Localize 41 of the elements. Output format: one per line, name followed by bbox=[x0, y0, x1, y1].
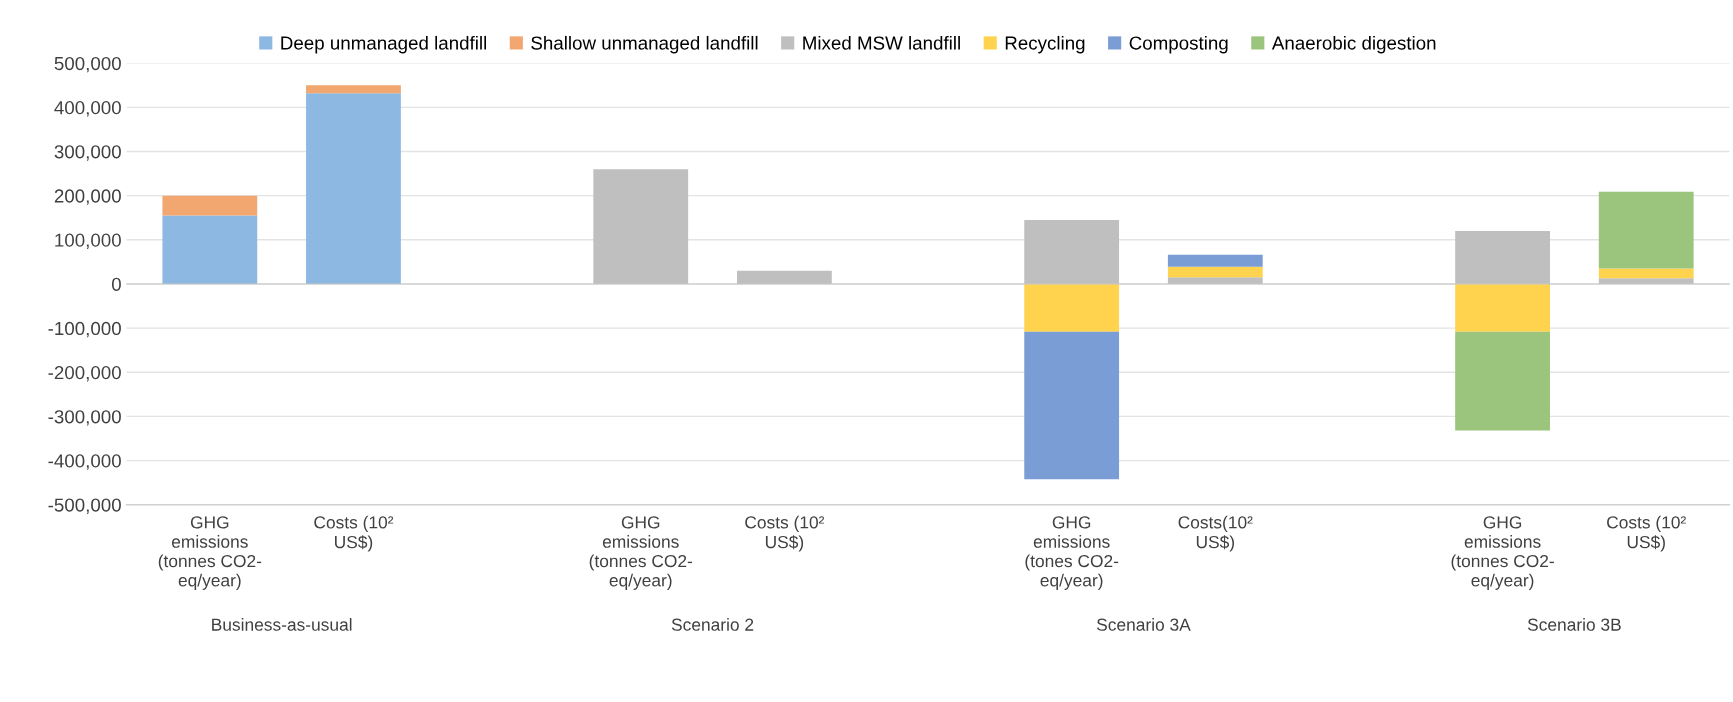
bar bbox=[306, 85, 401, 94]
bar bbox=[162, 215, 258, 284]
bar bbox=[1167, 254, 1263, 267]
y-tick-label: 100,000 bbox=[55, 233, 121, 249]
y-tick-label: 200,000 bbox=[54, 189, 121, 205]
x-tick-label: GHG emissions (tones CO2- eq/year) bbox=[1025, 516, 1119, 590]
y-tick-label: 0 bbox=[111, 277, 121, 291]
legend-label: Anaerobic digestion bbox=[1271, 35, 1436, 54]
bar bbox=[1024, 283, 1120, 332]
text: Scenario 2 bbox=[671, 618, 754, 631]
y-tick-label: 500,000 bbox=[54, 56, 121, 73]
legend-label: Shallow unmanaged landfill bbox=[531, 35, 758, 54]
y-tick-label: -300,000 bbox=[48, 410, 121, 426]
bar bbox=[1167, 266, 1263, 278]
legend-label: Composting bbox=[1129, 35, 1228, 54]
bar bbox=[1598, 268, 1694, 279]
legend-label: Deep unmanaged landfill bbox=[281, 35, 487, 54]
bar bbox=[1455, 331, 1550, 431]
x-tick-label: Costs(10² US$) bbox=[1178, 515, 1253, 552]
text: Business-as-usual bbox=[212, 618, 352, 631]
legend-label: Mixed MSW landfill bbox=[803, 35, 960, 50]
bar bbox=[1455, 283, 1550, 332]
x-tick-label: Costs (10² US$) bbox=[745, 515, 825, 552]
y-tick-label: -400,000 bbox=[48, 454, 121, 470]
x-tick-label: GHG emissions (tonnes CO2- eq/year) bbox=[158, 516, 262, 590]
y-tick-label: -500,000 bbox=[48, 498, 121, 514]
x-tick-label: Costs (10² US$) bbox=[1607, 515, 1686, 552]
y-tick-label: 400,000 bbox=[54, 101, 121, 117]
text: Scenario 3B bbox=[1527, 618, 1621, 631]
x-tick-label: GHG emissions (tonnes CO2- eq/year) bbox=[589, 516, 693, 590]
x-tick-label: GHG emissions (tonnes CO2- eq/year) bbox=[1451, 516, 1554, 590]
text: Scenario 3A bbox=[1096, 618, 1191, 631]
bar bbox=[306, 93, 401, 284]
bar bbox=[162, 195, 258, 216]
y-tick-label: 300,000 bbox=[54, 145, 121, 161]
legend-label: Recycling bbox=[1005, 35, 1085, 54]
x-tick-label: Costs (10² US$) bbox=[314, 515, 394, 552]
y-tick-label: -200,000 bbox=[48, 365, 121, 382]
y-tick-label: -100,000 bbox=[48, 321, 121, 338]
bar bbox=[1598, 191, 1694, 269]
bar bbox=[1024, 331, 1120, 480]
